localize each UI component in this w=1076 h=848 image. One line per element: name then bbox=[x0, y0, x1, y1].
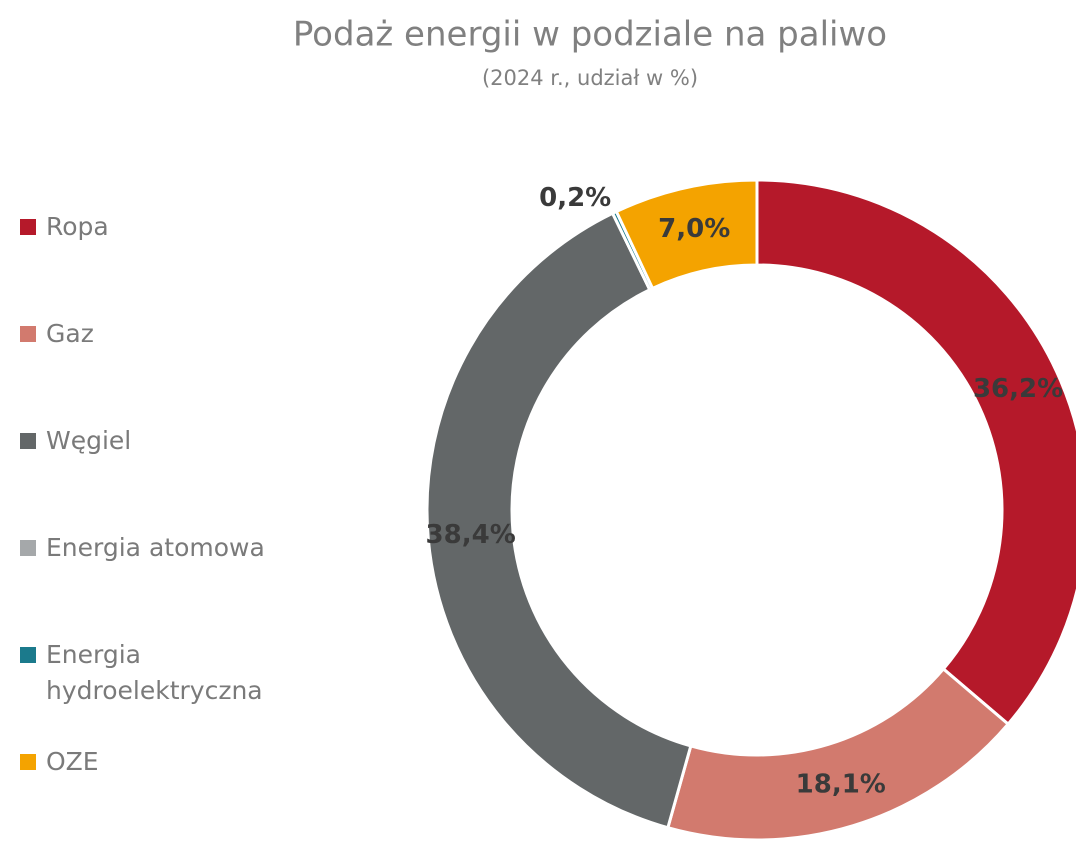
legend-label: Energia hydroelektryczna bbox=[46, 640, 263, 705]
doughnut-segment bbox=[755, 178, 1076, 727]
chart-subtitle: (2024 r., udział w %) bbox=[482, 66, 698, 90]
data-label: 7,0% bbox=[658, 214, 730, 244]
data-label: 18,1% bbox=[796, 770, 886, 800]
data-label: 38,4% bbox=[426, 520, 516, 550]
data-label: 36,2% bbox=[973, 374, 1063, 404]
legend-swatch bbox=[20, 647, 36, 663]
legend-swatch bbox=[20, 326, 36, 342]
legend-label: Węgiel bbox=[46, 426, 132, 455]
doughnut-segment bbox=[665, 666, 1011, 842]
legend-swatch bbox=[20, 754, 36, 770]
legend-item: Węgiel bbox=[20, 423, 320, 459]
legend-label: Energia atomowa bbox=[46, 533, 265, 562]
doughnut-segment bbox=[614, 178, 759, 291]
legend-swatch bbox=[20, 540, 36, 556]
legend-item: Ropa bbox=[20, 209, 320, 245]
legend-item: Gaz bbox=[20, 316, 320, 352]
legend-item: Energia atomowa bbox=[20, 530, 320, 566]
legend-label: Gaz bbox=[46, 319, 94, 348]
legend-swatch bbox=[20, 219, 36, 235]
legend-item: Energia hydroelektryczna bbox=[20, 637, 320, 709]
chart-title: Podaż energii w podziale na paliwo bbox=[293, 15, 887, 55]
data-label: 0,2% bbox=[539, 183, 611, 213]
legend-item: OZE bbox=[20, 744, 320, 780]
legend-label: OZE bbox=[46, 747, 99, 776]
legend-swatch bbox=[20, 433, 36, 449]
doughnut-segment bbox=[425, 211, 693, 830]
legend-label: Ropa bbox=[46, 212, 109, 241]
